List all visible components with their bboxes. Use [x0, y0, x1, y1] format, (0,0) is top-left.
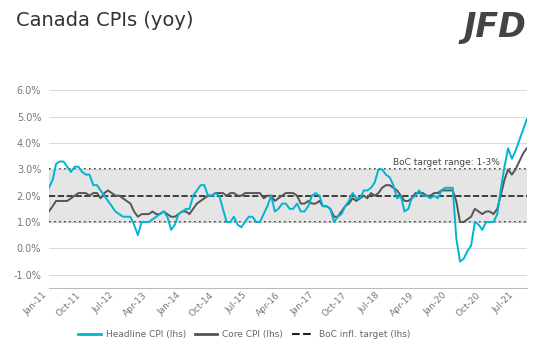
Text: BoC target range: 1-3%: BoC target range: 1-3% [393, 158, 500, 167]
Text: JFD: JFD [464, 11, 527, 44]
Bar [49, 169, 527, 222]
Legend: Headline CPI (lhs), Core CPI (lhs), BoC infl. target (lhs): Headline CPI (lhs), Core CPI (lhs), BoC … [75, 327, 414, 343]
Text: Canada CPIs (yoy): Canada CPIs (yoy) [16, 11, 194, 29]
